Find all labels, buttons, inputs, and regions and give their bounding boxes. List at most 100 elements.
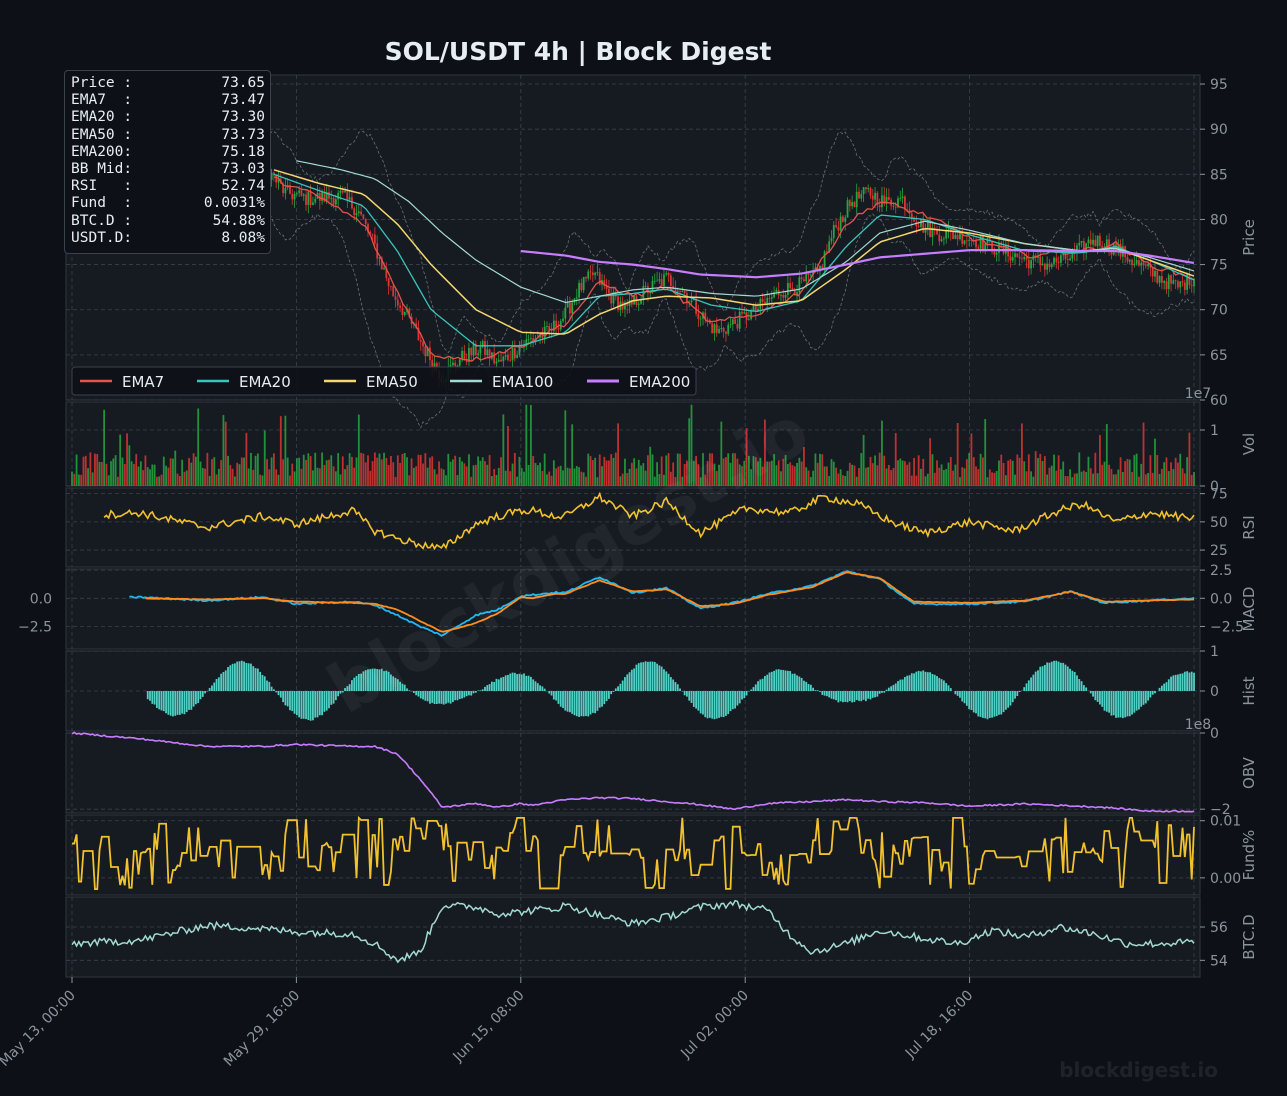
volume-bar xyxy=(497,467,500,486)
volume-bar xyxy=(291,463,294,486)
candle-body xyxy=(309,191,312,206)
volume-bar xyxy=(722,458,725,486)
histogram-bar xyxy=(734,691,737,709)
volume-bar xyxy=(479,460,482,486)
candle-body xyxy=(780,294,782,296)
histogram-bar xyxy=(208,687,211,691)
candle-body xyxy=(580,282,583,291)
histogram-bar xyxy=(770,671,773,691)
candle-body xyxy=(479,346,482,354)
volume-bar xyxy=(502,414,505,486)
info-value: 73.73 xyxy=(221,126,265,143)
volume-bar xyxy=(913,457,915,486)
y-tick-label: 60 xyxy=(1210,393,1228,409)
histogram-bar xyxy=(669,677,672,691)
candle-body xyxy=(603,280,606,287)
histogram-bar xyxy=(536,683,539,691)
candle-body xyxy=(704,312,707,320)
histogram-bar xyxy=(697,691,700,711)
volume-bar xyxy=(94,453,96,486)
candle-body xyxy=(637,303,640,305)
volume-bar xyxy=(729,462,732,486)
candle-body xyxy=(500,359,502,362)
volume-bar xyxy=(938,467,941,486)
volume-bar xyxy=(747,455,750,486)
histogram-bar xyxy=(1160,685,1163,691)
candle-body xyxy=(585,277,587,279)
candle-body xyxy=(938,234,941,242)
volume-bar xyxy=(915,475,918,486)
volume-bar xyxy=(295,458,298,486)
histogram-bar xyxy=(614,688,617,691)
volume-bar xyxy=(1103,461,1106,486)
candle-body xyxy=(658,279,661,281)
volume-bar xyxy=(858,468,860,486)
histogram-bar xyxy=(1108,691,1111,713)
candle-body xyxy=(566,302,569,308)
candle-body xyxy=(738,311,741,329)
candle-body xyxy=(1144,265,1147,267)
volume-bar xyxy=(435,474,438,486)
histogram-bar xyxy=(913,673,915,691)
volume-bar xyxy=(864,467,867,486)
candle-body xyxy=(562,318,564,322)
volume-bar xyxy=(351,456,353,486)
volume-bar xyxy=(1121,471,1124,486)
candle-body xyxy=(959,230,961,240)
histogram-bar xyxy=(750,689,753,691)
volume-bar xyxy=(1165,457,1168,486)
histogram-bar xyxy=(399,681,402,691)
histogram-bar xyxy=(1046,662,1049,691)
candle-body xyxy=(509,359,512,361)
histogram-bar xyxy=(591,691,594,713)
volume-bar xyxy=(922,458,925,486)
candle-body xyxy=(502,356,505,362)
volume-bar xyxy=(151,464,154,486)
candle-body xyxy=(1151,267,1154,277)
histogram-bar xyxy=(493,681,496,691)
histogram-bar xyxy=(500,677,502,691)
y-tick-label: 50 xyxy=(1210,515,1228,531)
histogram-bar xyxy=(786,670,789,691)
volume-bar xyxy=(846,470,849,486)
histogram-bar xyxy=(516,674,519,691)
candle-body xyxy=(300,190,303,196)
volume-bar xyxy=(1000,454,1003,486)
candle-body xyxy=(401,307,404,315)
volume-bar xyxy=(128,445,131,486)
volume-bar xyxy=(206,452,209,486)
histogram-bar xyxy=(663,669,665,691)
candle-body xyxy=(725,331,727,334)
volume-bar xyxy=(353,467,356,486)
volume-bar xyxy=(309,456,312,486)
volume-bar xyxy=(1089,468,1092,486)
panel-btcd: 54 56 BTC.D xyxy=(65,896,1258,978)
volume-bar xyxy=(945,468,948,486)
volume-bar xyxy=(121,457,124,486)
candle-body xyxy=(1167,275,1170,290)
volume-bar xyxy=(929,438,932,486)
volume-bar xyxy=(100,461,103,486)
histogram-bar xyxy=(926,672,929,691)
volume-bar xyxy=(371,461,374,486)
volume-bar xyxy=(525,404,528,486)
candle-body xyxy=(757,308,759,312)
volume-bar xyxy=(984,419,987,486)
volume-bar xyxy=(369,470,372,486)
candle-body xyxy=(819,265,821,272)
volume-bar xyxy=(936,460,938,486)
volume-bar xyxy=(337,453,340,486)
volume-bar xyxy=(954,464,957,486)
volume-bar xyxy=(334,471,337,486)
candle-body xyxy=(642,285,645,300)
histogram-bar xyxy=(181,691,184,714)
volume-bar xyxy=(931,454,934,486)
candle-body xyxy=(587,271,590,279)
candle-body xyxy=(759,298,762,309)
histogram-bar xyxy=(463,691,466,698)
histogram-bar xyxy=(1016,691,1019,697)
volume-bar xyxy=(516,476,519,486)
candle-body xyxy=(555,320,558,329)
candle-body xyxy=(665,273,668,275)
volume-bar xyxy=(571,424,574,486)
